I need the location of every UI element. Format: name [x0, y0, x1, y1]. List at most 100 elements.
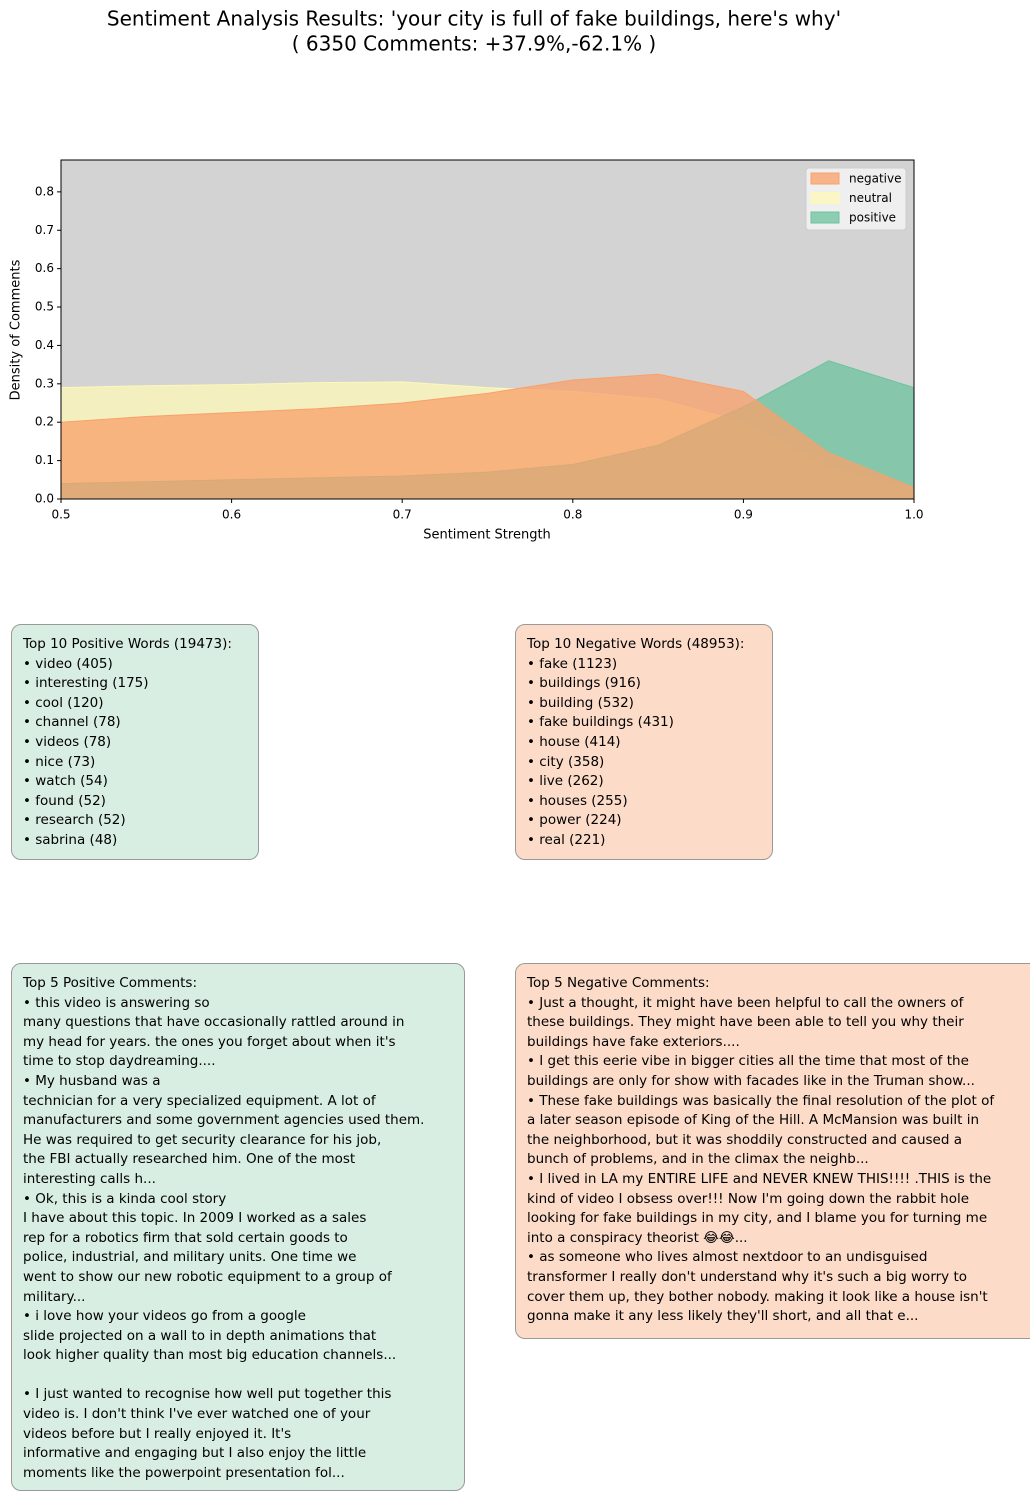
negative-comments-box: Top 5 Negative Comments: • Just a thought…	[515, 963, 1030, 1339]
word-item: • live (262)	[527, 773, 604, 790]
legend-label: neutral	[849, 191, 892, 205]
comment-line: He was required to get security clearanc…	[23, 1131, 382, 1148]
comment-line: I have about this topic. In 2009 I worke…	[23, 1210, 367, 1227]
word-item: • sabrina (48)	[23, 831, 118, 848]
comment-line: • My husband was a	[23, 1072, 161, 1089]
word-item: • buildings (916)	[527, 675, 641, 692]
y-tick-label: 0.1	[35, 453, 54, 467]
plot-frame	[60, 159, 915, 500]
comment-line: • Just a thought, it might have been hel…	[527, 994, 964, 1011]
x-tick-label: 0.5	[51, 508, 70, 522]
word-item: • videos (78)	[23, 733, 112, 750]
comment: • this video is answering so many questio…	[23, 994, 453, 1072]
word-item: • channel (78)	[23, 714, 121, 731]
comment: • I get this eerie vibe in bigger cities…	[527, 1052, 1019, 1091]
positive-words-box: Top 10 Positive Words (19473): • video (4…	[11, 624, 259, 860]
comment-line: a later season episode of King of the Hi…	[527, 1112, 980, 1129]
y-tick-label: 0.8	[35, 184, 54, 198]
comment-line: kind of video I obsess over!!! Now I'm g…	[527, 1190, 970, 1207]
comment-line: • i love how your videos go from a googl…	[23, 1308, 306, 1325]
comment-line: • I get this eerie vibe in bigger cities…	[527, 1053, 969, 1070]
word-item: • power (224)	[527, 812, 622, 829]
y-axis-label: Density of Comments	[9, 259, 24, 400]
y-tick-label: 0.6	[35, 261, 54, 275]
word-item: • interesting (175)	[23, 675, 149, 692]
comment-line: time to stop daydreaming....	[23, 1053, 216, 1070]
word-item: • fake buildings (431)	[527, 714, 674, 731]
comment-line: moments like the powerpoint presentation…	[23, 1464, 345, 1481]
legend-swatch	[810, 172, 840, 185]
word-item: • real (221)	[527, 831, 606, 848]
comment-line: these buildings. They might have been ab…	[527, 1014, 964, 1031]
comment-line: buildings are only for show with facades…	[527, 1072, 975, 1089]
comment-line: many questions that have occasionally ra…	[23, 1014, 405, 1031]
word-item: • house (414)	[527, 733, 621, 750]
legend-label: negative	[849, 172, 901, 186]
y-tick-label: 0.7	[35, 223, 54, 237]
comment-line: technician for a very specialized equipm…	[23, 1092, 376, 1109]
legend-label: positive	[849, 211, 896, 225]
y-tick-label: 0.3	[35, 376, 54, 390]
comment-line: the FBI actually researched him. One of …	[23, 1151, 356, 1168]
legend-swatch	[810, 192, 840, 204]
x-tick-label: 0.8	[563, 508, 582, 522]
comment-line: went to show our new robotic equipment t…	[23, 1268, 392, 1285]
y-tick-label: 0.2	[35, 415, 54, 429]
word-item: • building (532)	[527, 694, 634, 711]
series-layer	[61, 360, 914, 499]
comment-line: manufacturers and some government agenci…	[23, 1112, 425, 1129]
word-item: • nice (73)	[23, 753, 96, 770]
comment-line: into a conspiracy theorist 😂😂...	[527, 1229, 748, 1246]
box-title: Top 5 Negative Comments:	[527, 975, 710, 991]
comment: • I just wanted to recognise how well pu…	[23, 1385, 453, 1483]
comment-line: interesting calls h...	[23, 1170, 156, 1187]
comment: • These fake buildings was basically the…	[527, 1092, 1019, 1170]
comment-line: • Ok, this is a kinda cool story	[23, 1190, 227, 1207]
comment-line: • this video is answering so	[23, 994, 210, 1011]
box-title: Top 10 Negative Words (48953):	[527, 636, 745, 652]
word-item: • houses (255)	[527, 792, 628, 809]
positive-comments-box: Top 5 Positive Comments: • this video is …	[11, 963, 465, 1491]
x-tick-label: 0.7	[393, 508, 412, 522]
box-title: Top 5 Positive Comments:	[23, 975, 198, 991]
y-tick-label: 0.0	[35, 492, 54, 506]
comment-line: looking for fake buildings in my city, a…	[527, 1210, 988, 1227]
legend-swatch	[810, 211, 840, 224]
comment-line: my head for years. the ones you forget a…	[23, 1033, 396, 1050]
comment-line: bunch of problems, and in the climax the…	[527, 1151, 869, 1168]
comment-line: video is. I don't think I've ever watche…	[23, 1406, 371, 1423]
comment: • as someone who lives almost nextdoor t…	[527, 1248, 1019, 1326]
comment: • Just a thought, it might have been hel…	[527, 994, 1019, 1053]
word-item: • city (358)	[527, 753, 605, 770]
comment: • Ok, this is a kinda cool story I have a…	[23, 1190, 453, 1308]
comment-line: • I lived in LA my ENTIRE LIFE and NEVER…	[527, 1170, 992, 1187]
comment-line: buildings have fake exteriors....	[527, 1033, 740, 1050]
comment-line: • I just wanted to recognise how well pu…	[23, 1386, 392, 1403]
negative-words-box: Top 10 Negative Words (48953): • fake (11…	[515, 624, 773, 860]
word-item: • research (52)	[23, 812, 126, 829]
comment: • I lived in LA my ENTIRE LIFE and NEVER…	[527, 1170, 1019, 1248]
word-item: • found (52)	[23, 792, 106, 809]
comment-line: slide projected on a wall to in depth an…	[23, 1327, 377, 1344]
box-title: Top 10 Positive Words (19473):	[23, 636, 232, 652]
comment-line: look higher quality than most big educat…	[23, 1347, 397, 1364]
word-item: • fake (1123)	[527, 655, 618, 672]
x-tick-label: 0.9	[734, 508, 753, 522]
word-item: • video (405)	[23, 655, 113, 672]
chart: Sentiment Analysis Results: 'your city i…	[9, 7, 924, 543]
comment: • My husband was a technician for a very …	[23, 1072, 453, 1190]
y-tick-label: 0.5	[35, 300, 54, 314]
comment-line: the neighborhood, but it was shoddily co…	[527, 1131, 962, 1148]
comment-line: police, industrial, and military units. …	[23, 1249, 357, 1266]
chart-subtitle: ( 6350 Comments: +37.9%,-62.1% )	[292, 32, 656, 56]
x-axis-label: Sentiment Strength	[423, 528, 551, 543]
y-tick-label: 0.4	[35, 338, 54, 352]
comment: • i love how your videos go from a googl…	[23, 1307, 453, 1366]
density-area	[61, 373, 914, 499]
chart-title: Sentiment Analysis Results: 'your city i…	[107, 7, 841, 31]
comment-line: transformer I really don't understand wh…	[527, 1268, 968, 1285]
x-tick-label: 1.0	[904, 508, 923, 522]
comment-line: • as someone who lives almost nextdoor t…	[527, 1249, 928, 1266]
comment-line: gonna make it any less likely they'll sh…	[527, 1308, 919, 1325]
